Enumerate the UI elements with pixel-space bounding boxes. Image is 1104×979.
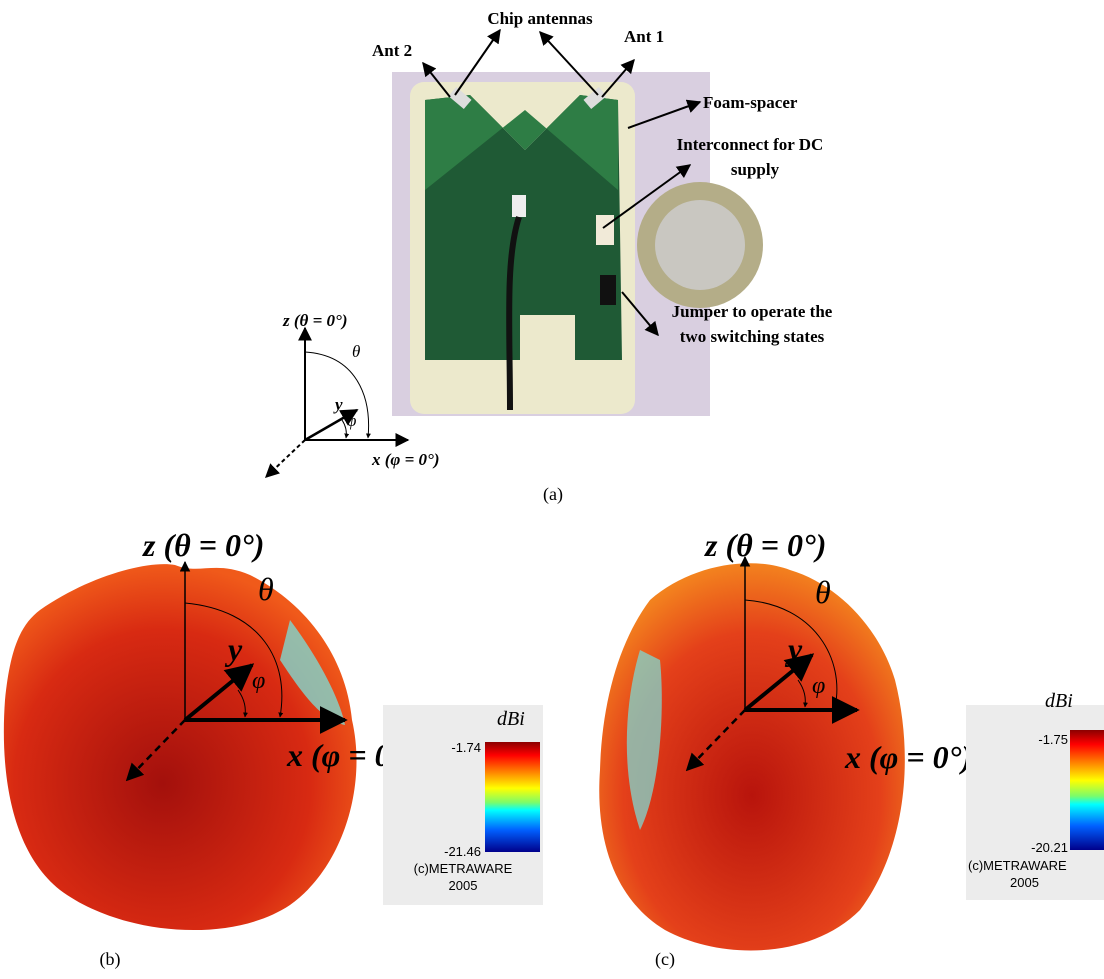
credit: (c)METRAWARE <box>968 858 1067 873</box>
label-ant-1: Ant 1 <box>624 27 664 46</box>
figure: Chip antennas Ant 2 Ant 1 Foam-spacer In… <box>0 0 1104 979</box>
colorbar-max: -1.74 <box>451 740 481 755</box>
axis-label-x: x (φ = 0°) <box>371 450 440 469</box>
axis-label-phi: φ <box>812 673 825 699</box>
axis-label-theta: θ <box>815 574 831 610</box>
label-ant-2: Ant 2 <box>372 41 412 60</box>
caption: (a) <box>543 484 563 505</box>
photo <box>392 72 763 416</box>
label-chip-antennas: Chip antennas <box>487 9 593 28</box>
axis-label-phi: φ <box>347 411 356 430</box>
colorbar-min: -21.46 <box>444 844 481 859</box>
colorbar-max: -1.75 <box>1038 732 1068 747</box>
axis-label-z: z (θ = 0°) <box>282 311 348 330</box>
colorbar <box>1070 730 1104 850</box>
axis-label-z: z (θ = 0°) <box>704 527 826 563</box>
axis-label-theta: θ <box>352 342 360 361</box>
caption: (b) <box>100 949 121 970</box>
colorbar-unit: dBi <box>1045 690 1073 712</box>
axis-label-theta: θ <box>258 571 274 607</box>
label-interconnect: Interconnect for DC <box>677 135 824 154</box>
colorbar-unit: dBi <box>497 708 525 730</box>
caption: (c) <box>655 949 675 970</box>
axis-label-x: x (φ = 0°) <box>844 739 972 775</box>
axis-label-y: y <box>333 395 343 414</box>
credit: 2005 <box>449 878 478 893</box>
label-jumper: two switching states <box>680 327 825 346</box>
credit: 2005 <box>1010 875 1039 890</box>
axis-label-z: z (θ = 0°) <box>142 527 264 563</box>
credit: (c)METRAWARE <box>414 861 513 876</box>
label-foam-spacer: Foam-spacer <box>703 93 798 112</box>
label-interconnect: supply <box>731 160 780 179</box>
colorbar <box>485 742 540 852</box>
colorbar-min: -20.21 <box>1031 840 1068 855</box>
label-jumper: Jumper to operate the <box>672 302 833 321</box>
axis-label-phi: φ <box>252 668 265 694</box>
